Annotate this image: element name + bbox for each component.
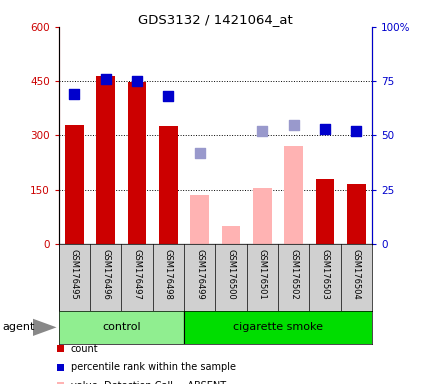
- Bar: [221, 226, 240, 244]
- Text: GSM176496: GSM176496: [101, 249, 110, 300]
- Point: [102, 76, 109, 82]
- Text: cigarette smoke: cigarette smoke: [233, 322, 322, 333]
- Bar: [283, 146, 302, 244]
- Title: GDS3132 / 1421064_at: GDS3132 / 1421064_at: [138, 13, 292, 26]
- Bar: [346, 184, 365, 244]
- Point: [133, 78, 140, 84]
- Bar: [315, 179, 334, 244]
- Point: [258, 128, 265, 134]
- Point: [164, 93, 171, 99]
- Point: [321, 126, 328, 132]
- Text: GSM176498: GSM176498: [164, 249, 172, 300]
- Bar: [158, 126, 178, 244]
- Bar: [59, 311, 184, 344]
- Bar: [96, 76, 115, 244]
- Text: agent: agent: [2, 322, 34, 333]
- Point: [71, 91, 78, 97]
- Text: GSM176502: GSM176502: [289, 249, 297, 300]
- Bar: [190, 195, 209, 244]
- Point: [352, 128, 359, 134]
- Text: GSM176503: GSM176503: [320, 249, 329, 300]
- Point: [289, 121, 296, 127]
- Text: percentile rank within the sample: percentile rank within the sample: [71, 362, 235, 372]
- Text: GSM176499: GSM176499: [195, 249, 204, 300]
- Text: value, Detection Call = ABSENT: value, Detection Call = ABSENT: [71, 381, 226, 384]
- Polygon shape: [33, 319, 56, 336]
- Text: GSM176500: GSM176500: [226, 249, 235, 300]
- Text: GSM176495: GSM176495: [70, 249, 79, 300]
- Text: GSM176501: GSM176501: [257, 249, 266, 300]
- Text: count: count: [71, 344, 99, 354]
- Text: GSM176504: GSM176504: [351, 249, 360, 300]
- Bar: [252, 188, 271, 244]
- Text: GSM176497: GSM176497: [132, 249, 141, 300]
- Text: control: control: [102, 322, 140, 333]
- Point: [196, 150, 203, 156]
- Bar: [65, 124, 84, 244]
- Bar: [184, 311, 371, 344]
- Bar: [127, 82, 146, 244]
